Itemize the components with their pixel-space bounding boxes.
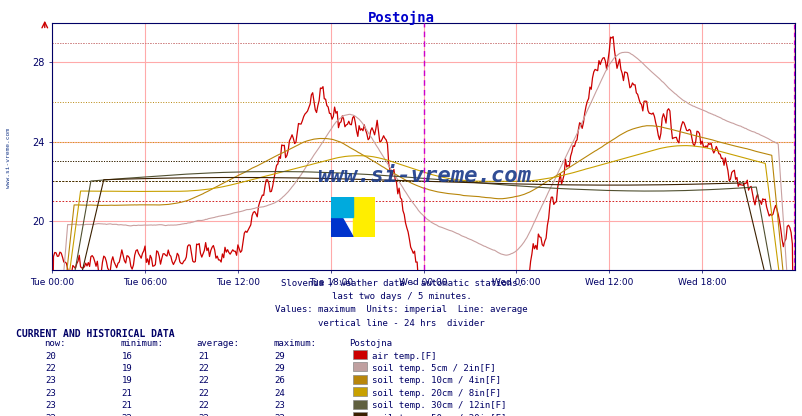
Text: soil temp. 20cm / 8in[F]: soil temp. 20cm / 8in[F] [371, 389, 500, 398]
Text: Postojna: Postojna [367, 10, 435, 25]
Text: Values: maximum  Units: imperial  Line: average: Values: maximum Units: imperial Line: av… [275, 305, 527, 314]
Text: soil temp. 30cm / 12in[F]: soil temp. 30cm / 12in[F] [371, 401, 505, 411]
Text: CURRENT AND HISTORICAL DATA: CURRENT AND HISTORICAL DATA [16, 329, 175, 339]
Text: vertical line - 24 hrs  divider: vertical line - 24 hrs divider [318, 319, 484, 328]
Text: air temp.[F]: air temp.[F] [371, 352, 435, 361]
Text: 22: 22 [198, 401, 209, 411]
Polygon shape [330, 197, 353, 237]
Text: www.si-vreme.com: www.si-vreme.com [316, 166, 530, 186]
Text: Postojna: Postojna [349, 339, 392, 348]
Text: 29: 29 [274, 352, 285, 361]
Text: 19: 19 [122, 364, 132, 373]
Text: now:: now: [44, 339, 66, 348]
Text: 20: 20 [46, 352, 56, 361]
Text: 23: 23 [274, 414, 285, 416]
Text: 22: 22 [122, 414, 132, 416]
Polygon shape [353, 197, 375, 237]
Text: 22: 22 [46, 364, 56, 373]
Text: soil temp. 50cm / 20in[F]: soil temp. 50cm / 20in[F] [371, 414, 505, 416]
Text: www.si-vreme.com: www.si-vreme.com [6, 128, 11, 188]
Text: 22: 22 [198, 389, 209, 398]
Polygon shape [330, 197, 353, 237]
Text: 26: 26 [274, 376, 285, 386]
Text: maximum:: maximum: [273, 339, 316, 348]
Text: 23: 23 [46, 389, 56, 398]
Text: 23: 23 [46, 401, 56, 411]
Text: 21: 21 [198, 352, 209, 361]
Text: 19: 19 [122, 376, 132, 386]
Text: soil temp. 10cm / 4in[F]: soil temp. 10cm / 4in[F] [371, 376, 500, 386]
Text: 22: 22 [198, 364, 209, 373]
Text: Slovenia / weather data - automatic stations.: Slovenia / weather data - automatic stat… [280, 279, 522, 288]
Text: 16: 16 [122, 352, 132, 361]
Text: minimum:: minimum: [120, 339, 164, 348]
Text: 21: 21 [122, 389, 132, 398]
Text: 29: 29 [274, 364, 285, 373]
Text: 22: 22 [198, 376, 209, 386]
Text: 22: 22 [46, 414, 56, 416]
Text: 22: 22 [198, 414, 209, 416]
Text: last two days / 5 minutes.: last two days / 5 minutes. [331, 292, 471, 301]
Text: 23: 23 [46, 376, 56, 386]
Text: average:: average: [196, 339, 240, 348]
Text: soil temp. 5cm / 2in[F]: soil temp. 5cm / 2in[F] [371, 364, 495, 373]
Text: 23: 23 [274, 401, 285, 411]
Text: 24: 24 [274, 389, 285, 398]
Polygon shape [330, 197, 353, 217]
Text: 21: 21 [122, 401, 132, 411]
